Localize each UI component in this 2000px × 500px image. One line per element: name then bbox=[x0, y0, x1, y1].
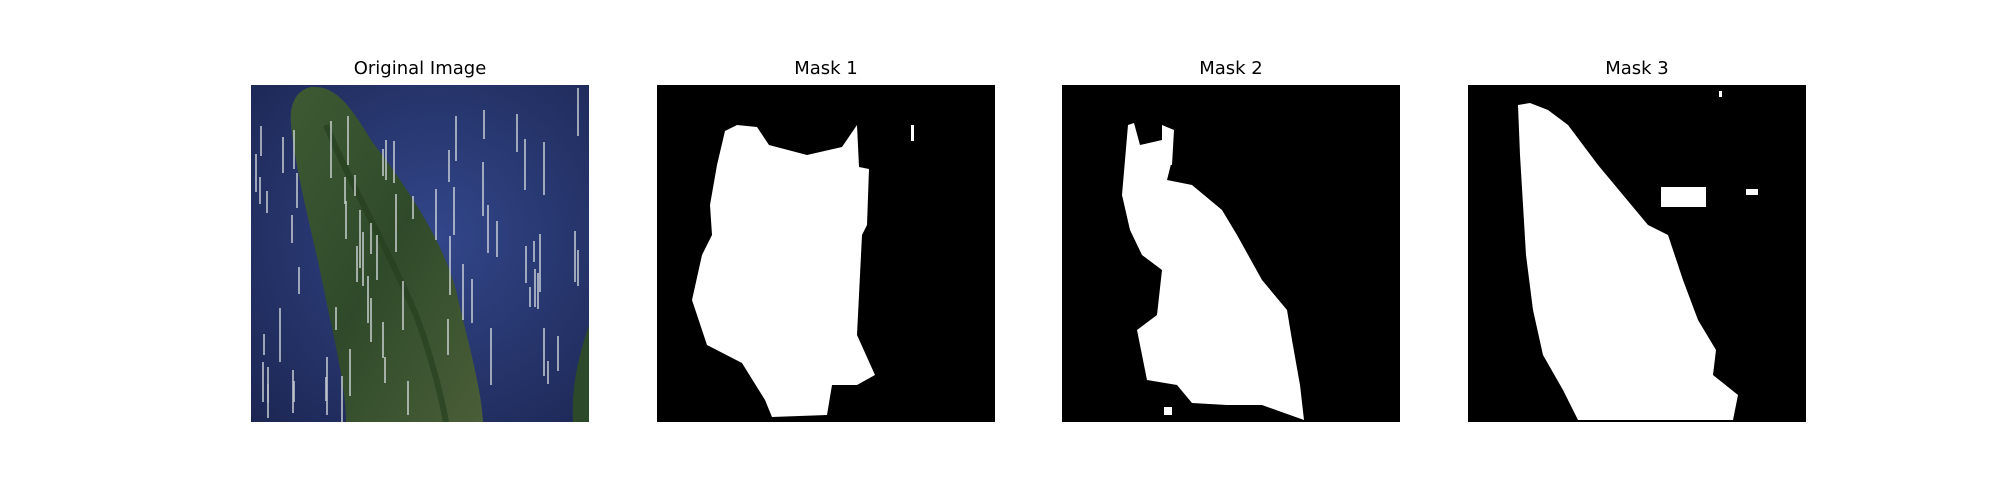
land-corner bbox=[572, 325, 589, 422]
mask-3-rect bbox=[1661, 187, 1706, 207]
mask-3-dot bbox=[1746, 189, 1758, 195]
original-image bbox=[251, 85, 589, 422]
mask-3-top-dot bbox=[1719, 91, 1722, 97]
panel-title-mask-3: Mask 3 bbox=[1605, 58, 1669, 79]
rain-streaks bbox=[255, 88, 579, 422]
mask-2-region bbox=[1122, 123, 1304, 420]
mask-2-fleck-2 bbox=[1164, 407, 1172, 415]
mask-2-fragment bbox=[1162, 125, 1174, 165]
mask-2-fleck-1 bbox=[1162, 295, 1174, 303]
mask-3-region bbox=[1518, 103, 1738, 420]
mask-1-fleck bbox=[911, 125, 914, 141]
mask-1-image bbox=[657, 85, 995, 422]
mask-2-image bbox=[1062, 85, 1400, 422]
panel-title-mask-2: Mask 2 bbox=[1199, 58, 1263, 79]
mask-1-region bbox=[692, 125, 875, 417]
panel-title-original: Original Image bbox=[353, 58, 487, 79]
panel-title-mask-1: Mask 1 bbox=[794, 58, 858, 79]
mask-3-image bbox=[1468, 85, 1806, 422]
land-ridge bbox=[323, 123, 449, 422]
